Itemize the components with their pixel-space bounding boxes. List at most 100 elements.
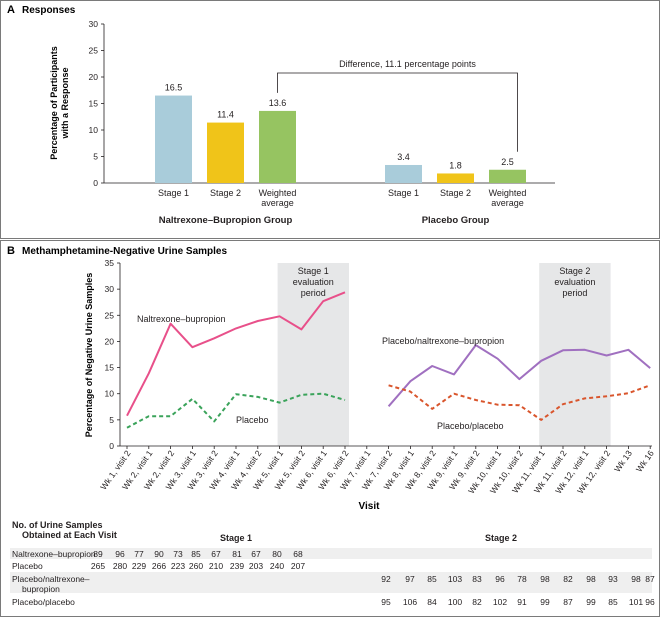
table-cell: 93 xyxy=(608,574,618,584)
panel-a-y-axis-title-line: Percentage of Participants xyxy=(49,46,59,160)
panel-b-x-axis: Wk 1, visit 2Wk 2, visit 1Wk 2, visit 2W… xyxy=(98,446,656,496)
panel-a-y-tick-label: 0 xyxy=(93,178,98,188)
evaluation-period-label: evaluation xyxy=(293,277,334,287)
table-cell: 78 xyxy=(517,574,527,584)
table-cell: 80 xyxy=(272,549,282,559)
panel-a-y-tick-label: 20 xyxy=(89,72,99,82)
panel-b-x-tick-label: Wk 16 xyxy=(634,448,656,474)
bar-category-label: Stage 1 xyxy=(158,188,189,198)
table-stage-header: Stage 1 xyxy=(220,533,252,543)
table-cell: 85 xyxy=(608,597,618,607)
series-line-3 xyxy=(387,344,651,407)
series-label: Naltrexone–bupropion xyxy=(137,314,226,324)
bar-placebo-1 xyxy=(385,164,422,183)
panel-a-letter: A xyxy=(7,4,15,16)
difference-label: Difference, 11.1 percentage points xyxy=(339,59,476,69)
panel-b-y-axis-label: Percentage of Negative Urine Samples xyxy=(84,273,94,438)
panel-b-y-axis-title: Percentage of Negative Urine Samples xyxy=(84,273,94,438)
panel-a-y-tick-label: 5 xyxy=(93,152,98,162)
table-cell: 239 xyxy=(230,561,244,571)
table-title: Obtained at Each Visit xyxy=(22,530,117,540)
table-cell: 98 xyxy=(540,574,550,584)
bar-value-label: 3.4 xyxy=(397,152,410,162)
series-line-2 xyxy=(126,392,346,429)
panel-b-y-tick-label: 5 xyxy=(109,415,114,425)
table-row-label: Placebo/placebo xyxy=(12,597,75,607)
series-line-4 xyxy=(388,384,651,421)
panel-b: B Methamphetamine-Negative Urine Samples… xyxy=(7,245,656,512)
panel-a-group-labels: Naltrexone–Bupropion Group Placebo Group xyxy=(159,215,490,226)
table-cell: 203 xyxy=(249,561,263,571)
table-cell: 81 xyxy=(232,549,242,559)
bar-category-label: average xyxy=(491,198,524,208)
table-row-label: bupropion xyxy=(22,584,60,594)
bar-category-label: average xyxy=(261,198,294,208)
table-cell: 102 xyxy=(493,597,507,607)
panel-b-y-tick-label: 0 xyxy=(109,441,114,451)
evaluation-period-label: Stage 1 xyxy=(298,266,329,276)
panel-b-series xyxy=(126,291,651,429)
panel-a-y-tick-label: 30 xyxy=(89,19,99,29)
table-cell: 96 xyxy=(115,549,125,559)
difference-bracket xyxy=(277,72,518,152)
group-label: Placebo Group xyxy=(422,215,490,226)
table-cell: 82 xyxy=(472,597,482,607)
table-cell: 100 xyxy=(448,597,462,607)
bar-placebo-3 xyxy=(489,169,526,183)
bar-placebo-2 xyxy=(437,173,474,183)
table-cell: 83 xyxy=(472,574,482,584)
table-cell: 266 xyxy=(152,561,166,571)
evaluation-period-label: evaluation xyxy=(554,277,595,287)
table-cell: 68 xyxy=(293,549,303,559)
table-cell: 210 xyxy=(209,561,223,571)
panel-b-title: Methamphetamine-Negative Urine Samples xyxy=(22,246,227,257)
panel-a-y-tick-label: 15 xyxy=(89,99,99,109)
group-label: Naltrexone–Bupropion Group xyxy=(159,215,293,226)
bar-value-label: 13.6 xyxy=(269,98,287,108)
evaluation-period-label: Stage 2 xyxy=(559,266,590,276)
table-cell: 106 xyxy=(403,597,417,607)
table-cell: 98 xyxy=(586,574,596,584)
table-row-label: Placebo xyxy=(12,561,43,571)
table-cell: 99 xyxy=(586,597,596,607)
table-row-label: Naltrexone–bupropion xyxy=(12,549,96,559)
panel-b-x-tick-label: Wk 13 xyxy=(612,448,634,474)
table-cell: 96 xyxy=(645,597,655,607)
panel-b-letter: B xyxy=(7,245,15,257)
bar-nb-1 xyxy=(155,95,192,183)
panel-b-y-tick-label: 15 xyxy=(105,363,115,373)
panel-a-y-axis-title: Percentage of Participantswith a Respons… xyxy=(49,46,70,160)
table-row-stripe xyxy=(10,572,652,593)
table-cell: 89 xyxy=(93,549,103,559)
bar-category-label: Stage 1 xyxy=(388,188,419,198)
panel-b-y-tick-label: 10 xyxy=(105,389,115,399)
bar-category-label: Weighted xyxy=(489,188,527,198)
series-label: Placebo xyxy=(236,415,269,425)
panel-b-y-tick-label: 25 xyxy=(105,310,115,320)
table-cell: 260 xyxy=(189,561,203,571)
table-cell: 98 xyxy=(631,574,641,584)
table-row-label: Placebo/naltrexone– xyxy=(12,574,90,584)
bar-value-label: 11.4 xyxy=(217,110,234,120)
table-stage-header: Stage 2 xyxy=(485,533,517,543)
panel-a-y-tick-label: 10 xyxy=(89,125,99,135)
series-label: Placebo/placebo xyxy=(437,421,504,431)
panel-a-y-axis-label: Percentage of Participantswith a Respons… xyxy=(49,46,70,160)
table-cell: 207 xyxy=(291,561,305,571)
table-title: No. of Urine Samples xyxy=(12,520,103,530)
table-cell: 73 xyxy=(173,549,183,559)
table-cell: 82 xyxy=(563,574,573,584)
bar-value-label: 16.5 xyxy=(165,83,183,93)
table-cell: 85 xyxy=(427,574,437,584)
table-cell: 87 xyxy=(645,574,655,584)
table-cell: 103 xyxy=(448,574,462,584)
table-cell: 96 xyxy=(495,574,505,584)
panel-b-x-axis-label: Visit xyxy=(359,501,381,512)
bar-category-label: Stage 2 xyxy=(210,188,241,198)
table-cell: 95 xyxy=(381,597,391,607)
table-cell: 99 xyxy=(540,597,550,607)
